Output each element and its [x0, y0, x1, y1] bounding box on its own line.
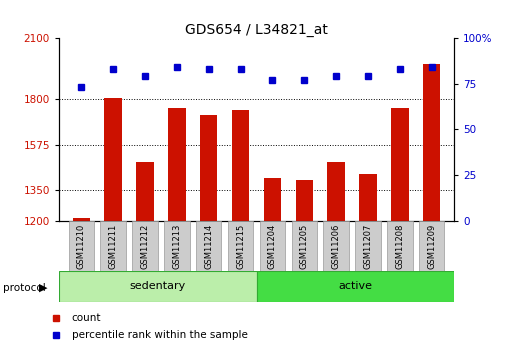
Text: GSM11204: GSM11204 [268, 223, 277, 268]
Title: GDS654 / L34821_at: GDS654 / L34821_at [185, 23, 328, 37]
Text: GSM11205: GSM11205 [300, 223, 309, 268]
Bar [164, 221, 190, 271]
Bar [196, 221, 222, 271]
Bar [256, 271, 454, 302]
Text: GSM11211: GSM11211 [109, 223, 117, 268]
Bar [72, 218, 90, 221]
Bar [323, 221, 349, 271]
Bar [200, 115, 218, 221]
Bar [419, 221, 444, 271]
Text: protocol: protocol [3, 283, 45, 293]
Text: GSM11207: GSM11207 [364, 223, 372, 269]
Text: GSM11212: GSM11212 [141, 223, 149, 268]
Text: GSM11209: GSM11209 [427, 223, 436, 268]
Text: GSM11215: GSM11215 [236, 223, 245, 268]
Bar [359, 174, 377, 221]
Text: percentile rank within the sample: percentile rank within the sample [72, 331, 247, 340]
Bar [59, 271, 256, 302]
Bar [391, 108, 409, 221]
Bar [101, 221, 126, 271]
Text: GSM11210: GSM11210 [77, 223, 86, 268]
Text: GSM11214: GSM11214 [204, 223, 213, 268]
Bar [295, 180, 313, 221]
Text: sedentary: sedentary [130, 282, 186, 291]
Text: GSM11213: GSM11213 [172, 223, 182, 269]
Text: count: count [72, 313, 101, 323]
Bar [291, 221, 317, 271]
Bar [423, 65, 441, 221]
Text: GSM11208: GSM11208 [396, 223, 404, 269]
Bar [168, 108, 186, 221]
Bar [69, 221, 94, 271]
Bar [327, 162, 345, 221]
Text: GSM11206: GSM11206 [331, 223, 341, 269]
Bar [356, 221, 381, 271]
Bar [228, 221, 253, 271]
Bar [104, 98, 122, 221]
Bar [136, 162, 154, 221]
Bar [387, 221, 412, 271]
Bar [264, 178, 281, 221]
Bar [232, 110, 249, 221]
Bar [132, 221, 158, 271]
Bar [260, 221, 285, 271]
Text: ▶: ▶ [38, 283, 47, 293]
Text: active: active [338, 282, 372, 291]
